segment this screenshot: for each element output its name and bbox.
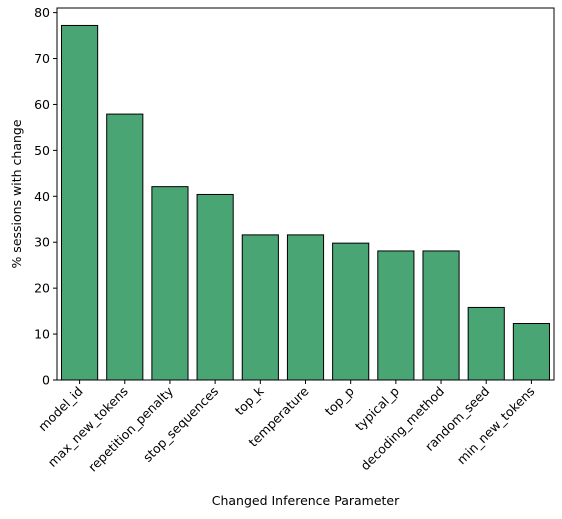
x-tick-label: repetition_penalty xyxy=(85,383,176,474)
bar-repetition-penalty xyxy=(151,186,189,381)
y-tick-label: 30 xyxy=(34,235,50,250)
bars-group xyxy=(61,24,550,381)
y-tick-label: 20 xyxy=(34,281,50,296)
bar-typical-p xyxy=(377,250,415,381)
plot-frame xyxy=(56,7,555,381)
y-axis-label: % sessions with change xyxy=(9,119,24,268)
bar-top-p xyxy=(332,242,370,381)
y-axis-ticks: 0 10 20 30 40 50 60 70 80 xyxy=(34,5,57,388)
x-tick-label: min_new_tokens xyxy=(454,384,538,468)
x-tick-label: top_p xyxy=(322,383,357,418)
bar-temperature xyxy=(286,234,325,381)
bar-model-id xyxy=(61,24,99,381)
x-axis-ticks: model_idmax_new_tokensrepetition_penalty… xyxy=(35,380,538,475)
y-tick-label: 10 xyxy=(34,327,50,342)
y-tick-label: 40 xyxy=(34,189,50,204)
bar-random-seed xyxy=(467,306,505,381)
bar-top-k xyxy=(241,234,279,381)
y-tick-label: 60 xyxy=(34,97,50,112)
bar-stop-sequences xyxy=(196,193,234,381)
y-tick-label: 50 xyxy=(34,143,50,158)
x-axis-label: Changed Inference Parameter xyxy=(212,493,400,508)
x-tick-label: decoding_method xyxy=(357,384,447,474)
bar-decoding-method xyxy=(422,250,460,381)
x-tick-label: top_k xyxy=(232,383,267,418)
y-tick-label: 70 xyxy=(34,51,50,66)
x-tick-label: max_new_tokens xyxy=(45,384,131,470)
y-tick-label: 0 xyxy=(42,373,50,388)
bar-max-new-tokens xyxy=(106,113,144,381)
bar-min-new-tokens xyxy=(512,323,550,381)
y-tick-label: 80 xyxy=(34,5,50,20)
